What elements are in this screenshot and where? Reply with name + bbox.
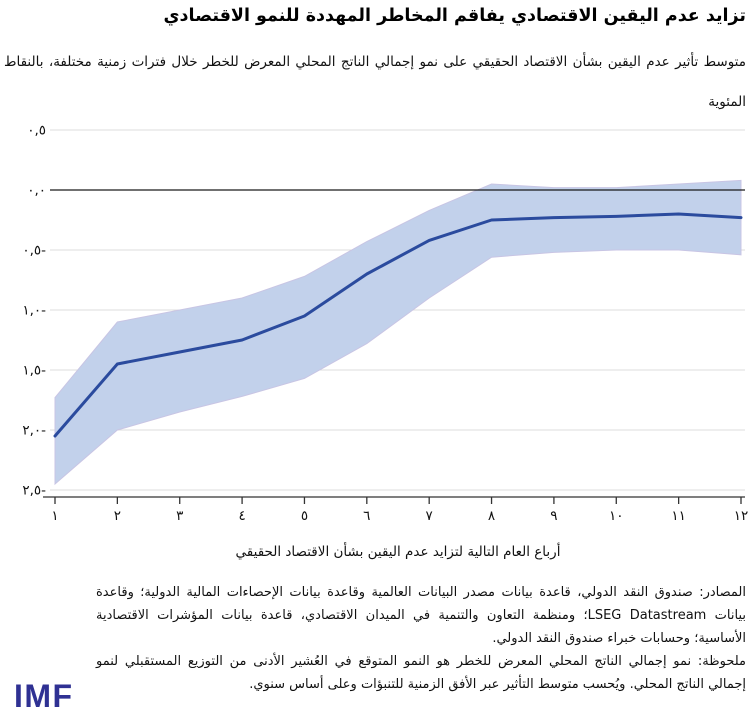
svg-text:٠,٥: ٠,٥: [27, 123, 46, 139]
svg-text:٤: ٤: [238, 508, 245, 524]
y-tick-labels: ٠,٥ ٠,٠ ٠,٥- ١,٠- ١,٥- ٢,٠- ٢,٥-: [22, 123, 46, 499]
chart-svg: ١ ٢ ٣ ٤ ٥ ٦ ٧ ٨ ٩ ١٠ ١١ ١٢٠,٥٠,٠٠,٥-١,٠-١,٥-٢,٠-٢,٥…: [22, 123, 748, 525]
figure-footnotes: المصادر: صندوق النقد الدولي، قاعدة بيانا…: [96, 581, 746, 696]
svg-text:١١: ١١: [671, 508, 686, 524]
svg-text:١٠: ١٠: [609, 508, 624, 524]
x-axis: [43, 496, 745, 504]
svg-text:١,٠-: ١,٠-: [22, 303, 46, 319]
imf-logo: IMF: [14, 678, 74, 714]
svg-text:٨: ٨: [488, 508, 495, 524]
svg-text:٦: ٦: [363, 508, 370, 524]
svg-text:٩: ٩: [550, 508, 557, 524]
x-axis-title: أرباع العام التالية لتزايد عدم اليقين بش…: [235, 544, 561, 560]
svg-text:٧: ٧: [426, 508, 433, 524]
note-text: ملحوظة: نمو إجمالي الناتج المحلي المعرض …: [96, 654, 746, 692]
x-tick-labels: ١ ٢ ٣ ٤ ٥ ٦ ٧ ٨ ٩ ١٠ ١١ ١٢: [51, 508, 748, 524]
svg-text:١: ١: [51, 508, 58, 524]
figure-subtitle: متوسط تأثير عدم اليقين بشأن الاقتصاد الح…: [4, 54, 746, 110]
svg-text:٢,٥-: ٢,٥-: [22, 483, 46, 499]
svg-text:٠,٠: ٠,٠: [27, 183, 46, 199]
svg-text:٢,٠-: ٢,٠-: [22, 423, 46, 439]
svg-text:١٢: ١٢: [734, 508, 749, 524]
mean-impact-line: [53, 212, 743, 438]
svg-text:٥: ٥: [301, 508, 308, 524]
svg-text:٣: ٣: [176, 508, 183, 524]
svg-text:٢: ٢: [114, 508, 121, 524]
svg-text:٠,٥-: ٠,٥-: [22, 243, 46, 259]
confidence-band: [54, 179, 742, 486]
sources-text: المصادر: صندوق النقد الدولي، قاعدة بيانا…: [96, 585, 746, 646]
figure-title: تزايد عدم اليقين الاقتصادي يفاقم المخاطر…: [163, 6, 746, 26]
svg-text:١,٥-: ١,٥-: [22, 363, 46, 379]
